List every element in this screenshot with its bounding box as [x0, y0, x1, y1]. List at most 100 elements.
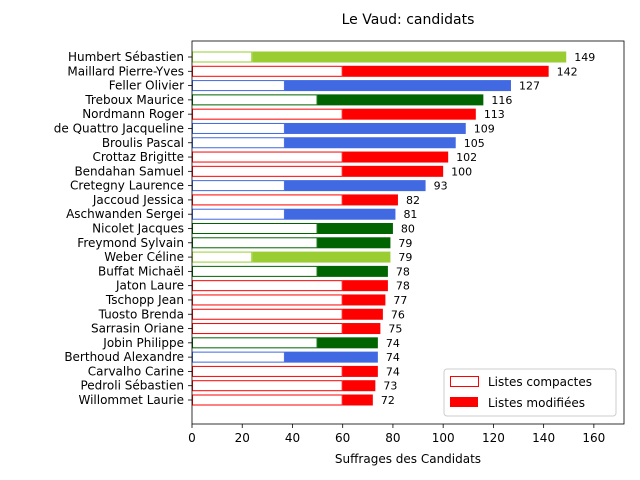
category-label: Carvalho Carine: [88, 364, 184, 378]
category-label: Berthoud Alexandre: [64, 350, 184, 364]
bars-layer: 1491421271161131091051021009382818079797…: [192, 51, 595, 407]
bar-compact: [192, 237, 318, 249]
category-label: Crottaz Brigitte: [92, 150, 184, 164]
bar-modified: [342, 365, 378, 377]
bar-modified: [317, 337, 378, 349]
category-label: Nordmann Roger: [82, 107, 184, 121]
category-label: Sarrasin Oriane: [91, 322, 184, 336]
data-label: 78: [396, 265, 410, 278]
bar-compact: [192, 337, 318, 349]
x-tick-label: 120: [482, 431, 505, 445]
bar-compact: [192, 80, 285, 92]
bar-compact: [192, 323, 343, 335]
bar-compact: [192, 308, 343, 320]
data-label: 80: [401, 223, 415, 236]
bar-modified: [342, 308, 383, 320]
legend-swatch-outline: [450, 376, 479, 387]
bar-compact: [192, 51, 253, 63]
bar-modified: [284, 180, 426, 192]
bar-compact: [192, 294, 343, 306]
bar-modified: [317, 265, 388, 277]
data-label: 109: [474, 122, 495, 135]
category-label: Buffat Michaël: [98, 264, 184, 278]
bar-compact: [192, 380, 343, 392]
bar-modified: [342, 380, 376, 392]
data-label: 72: [381, 394, 395, 407]
category-label: Broulis Pascal: [102, 136, 184, 150]
category-label: Maillard Pierre-Yves: [67, 64, 184, 78]
data-label: 100: [451, 165, 472, 178]
category-label: Jaton Laure: [115, 279, 184, 293]
bar-compact: [192, 65, 343, 77]
bar-compact: [192, 194, 343, 206]
chart-title: Le Vaud: candidats: [342, 12, 475, 28]
legend-swatch-filled: [450, 397, 478, 407]
bar-modified: [252, 51, 567, 63]
bar-compact: [192, 265, 318, 277]
category-label: Tuosto Brenda: [98, 307, 184, 321]
bar-modified: [342, 165, 444, 177]
bar-compact: [192, 280, 343, 292]
bar-compact: [192, 223, 318, 234]
bar-modified: [284, 137, 456, 149]
bar-compact: [192, 208, 285, 220]
x-tick-label: 60: [335, 431, 350, 445]
category-label: Humbert Sébastien: [68, 50, 184, 64]
x-tick-label: 80: [385, 431, 400, 445]
category-label: Treboux Maurice: [84, 93, 184, 107]
bar-modified: [284, 122, 466, 134]
x-axis-label: Suffrages des Candidats: [335, 452, 481, 466]
data-label: 75: [388, 323, 402, 336]
category-label: Weber Céline: [104, 250, 184, 264]
category-label: de Quattro Jacqueline: [54, 121, 184, 135]
category-label: Jobin Philippe: [102, 336, 184, 350]
bar-compact: [192, 351, 285, 363]
bar-modified: [342, 65, 549, 77]
bar-compact: [192, 394, 343, 406]
bar-modified: [342, 151, 449, 163]
bar-compact: [192, 108, 343, 120]
data-label: 113: [484, 108, 505, 121]
bar-modified: [317, 94, 484, 106]
category-label: Cretegny Laurence: [70, 179, 184, 193]
bar-modified: [342, 323, 381, 335]
x-tick-label: 100: [432, 431, 455, 445]
data-label: 81: [403, 208, 417, 221]
category-label: Pedroli Sébastien: [80, 379, 184, 393]
category-label: Tschopp Jean: [105, 293, 184, 307]
data-label: 74: [386, 337, 400, 350]
bar-compact: [192, 365, 343, 377]
data-label: 116: [491, 94, 512, 107]
data-label: 93: [434, 180, 448, 193]
data-label: 79: [398, 251, 412, 264]
category-label: Nicolet Jacques: [92, 222, 184, 236]
legend-label: Listes modifiées: [488, 396, 585, 410]
data-label: 77: [393, 294, 407, 307]
data-label: 74: [386, 365, 400, 378]
bar-modified: [284, 80, 511, 92]
data-label: 149: [574, 51, 595, 64]
legend: Listes compactes Listes modifiées: [443, 368, 617, 417]
data-label: 79: [398, 237, 412, 250]
legend-box: [443, 368, 617, 417]
data-label: 78: [396, 280, 410, 293]
category-label: Bendahan Samuel: [74, 164, 184, 178]
bar-compact: [192, 122, 285, 134]
bar-modified: [342, 108, 476, 120]
x-tick-label: 40: [285, 431, 300, 445]
bar-modified: [342, 194, 398, 206]
bar-compact: [192, 180, 285, 192]
x-tick-label: 140: [532, 431, 555, 445]
bar-modified: [317, 237, 391, 249]
data-label: 102: [456, 151, 477, 164]
data-label: 76: [391, 308, 405, 321]
category-label: Jaccoud Jessica: [92, 193, 184, 207]
plot-frame: [191, 40, 625, 425]
data-label: 142: [557, 65, 578, 78]
bar-modified: [284, 208, 396, 220]
bar-modified: [342, 280, 388, 292]
category-label: Willommet Laurie: [78, 393, 184, 407]
legend-label: Listes compactes: [488, 375, 592, 389]
x-tick-label: 160: [582, 431, 605, 445]
category-label: Aschwanden Sergei: [66, 207, 184, 221]
